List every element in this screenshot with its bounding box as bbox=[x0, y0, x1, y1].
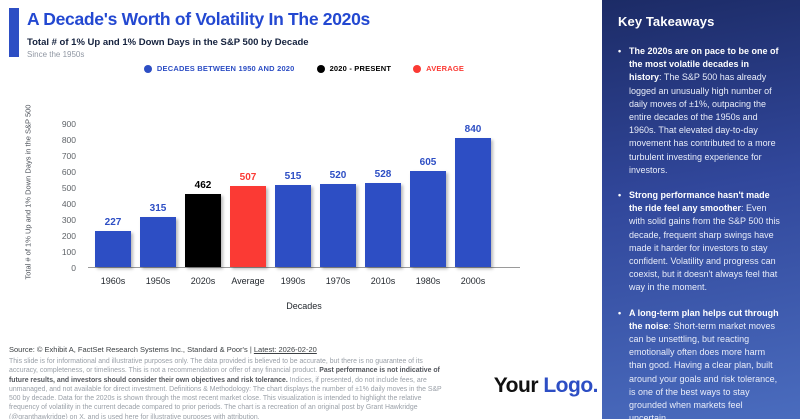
bar-value-label: 462 bbox=[194, 179, 212, 191]
bar-value-label: 840 bbox=[464, 124, 482, 135]
chart-legend: DECADES BETWEEN 1950 AND 2020 2020 - PRES… bbox=[88, 64, 520, 73]
bar-column-2010s: 528 bbox=[365, 124, 401, 267]
legend-label: DECADES BETWEEN 1950 AND 2020 bbox=[156, 64, 295, 73]
y-axis-tick-label: 100 bbox=[61, 247, 76, 258]
legend-item: 2020 - PRESENT bbox=[316, 64, 392, 73]
takeaway-item: Strong performance hasn't made the ride … bbox=[618, 189, 784, 295]
legend-item: AVERAGE bbox=[413, 64, 464, 73]
logo-text-dark: Your bbox=[493, 374, 539, 397]
x-axis-category-label: 1980s bbox=[415, 276, 441, 286]
disclaimer-bold: Past performance is not indicative of fu… bbox=[9, 367, 440, 384]
bar-column-2000s: 840 bbox=[455, 124, 491, 267]
takeaway-item: The 2020s are on pace to be one of the m… bbox=[618, 45, 784, 177]
legend-dot-icon bbox=[413, 64, 422, 73]
bar-column-1970s: 520 bbox=[320, 124, 356, 267]
y-axis-tick-label: 300 bbox=[61, 215, 76, 226]
legend-dot-icon bbox=[316, 64, 325, 73]
x-axis-category-label: 1970s bbox=[325, 276, 351, 286]
chart-tagline: Since the 1950s bbox=[27, 50, 85, 59]
bar-value-label: 605 bbox=[419, 156, 437, 168]
bar-value-label: 507 bbox=[239, 172, 257, 184]
takeaway-body: : Short-term market moves can be unsettl… bbox=[629, 320, 778, 419]
y-axis-tick-label: 0 bbox=[71, 263, 76, 273]
x-axis-categories: 1960s 1950s 2020s Average 1990s 1970s 2010s 198… bbox=[88, 276, 520, 286]
bar-column-1950s: 315 bbox=[140, 124, 176, 267]
source-line: Source: © Exhibit A, FactSet Research Sy… bbox=[9, 345, 317, 354]
bar-column-1960s: 227 bbox=[95, 124, 131, 267]
latest-date-link[interactable]: Latest: 2026-02-20 bbox=[253, 345, 317, 354]
y-axis-tick-label: 700 bbox=[61, 151, 76, 161]
x-axis-category-label: 1960s bbox=[100, 276, 126, 286]
bar-chart-plot-area: 227 315 462 507 515 520 528 605 840 bbox=[88, 124, 520, 268]
y-axis-tick-label: 500 bbox=[61, 183, 76, 193]
bar-column-2020s: 462 bbox=[185, 124, 221, 267]
title-accent-bar bbox=[9, 8, 19, 57]
logo-text-blue: Logo. bbox=[543, 374, 598, 397]
bar-1980s bbox=[410, 170, 446, 267]
y-axis-tick-label: 200 bbox=[61, 231, 76, 242]
bar-column-1980s: 605 bbox=[410, 124, 446, 267]
y-axis-tick-label: 900 bbox=[61, 119, 76, 129]
x-axis-category-label: 2020s bbox=[190, 276, 216, 286]
legend-label: AVERAGE bbox=[426, 64, 465, 73]
takeaways-list: The 2020s are on pace to be one of the m… bbox=[618, 45, 784, 419]
x-axis-title: Decades bbox=[286, 301, 322, 311]
takeaway-bold-lead: The 2020s are on pace to be one of the m… bbox=[629, 46, 779, 83]
bar-2000s bbox=[455, 138, 491, 267]
bar-1970s bbox=[320, 184, 356, 267]
takeaway-body: : The S&P 500 has already logged an unus… bbox=[629, 72, 776, 175]
takeaway-bold-lead: A long-term plan helps cut through the n… bbox=[629, 307, 779, 331]
bar-value-label: 315 bbox=[149, 202, 167, 214]
takeaway-body: : Even with solid gains from the S&P 500… bbox=[629, 203, 780, 293]
disclaimer-part-1: This slide is for informational and illu… bbox=[9, 358, 423, 375]
source-text: Source: © Exhibit A, FactSet Research Sy… bbox=[9, 345, 254, 354]
bar-2010s bbox=[365, 183, 401, 267]
y-axis-ticks: 0 100 200 300 400 500 600 700 800 900 bbox=[44, 119, 76, 273]
y-axis-tick-label: 600 bbox=[61, 167, 76, 178]
chart-subtitle: Total # of 1% Up and 1% Down Days in the… bbox=[27, 37, 309, 48]
bar-value-label: 528 bbox=[374, 169, 392, 181]
key-takeaways-panel: Key Takeaways The 2020s are on pace to b… bbox=[602, 0, 800, 419]
bar-value-label: 515 bbox=[284, 171, 302, 183]
brand-logo: Your Logo. bbox=[460, 374, 599, 398]
bar-2020s bbox=[185, 193, 221, 267]
bar-Average bbox=[230, 186, 266, 267]
legend-label: 2020 - PRESENT bbox=[329, 64, 392, 73]
bar-1960s bbox=[95, 230, 131, 267]
disclaimer-text: This slide is for informational and illu… bbox=[9, 357, 453, 419]
sidebar-heading: Key Takeaways bbox=[618, 14, 715, 29]
x-axis-category-label: 2010s bbox=[370, 276, 396, 286]
page-title: A Decade's Worth of Volatility In The 20… bbox=[27, 9, 370, 29]
x-axis-category-label: Average bbox=[231, 276, 265, 286]
disclaimer-part-2: Indices, if presented, do not include fe… bbox=[9, 376, 442, 419]
bar-1950s bbox=[140, 216, 176, 267]
bar-column-1990s: 515 bbox=[275, 124, 311, 267]
bar-1990s bbox=[275, 185, 311, 267]
bar-value-label: 227 bbox=[104, 216, 122, 228]
x-axis-category-label: 1950s bbox=[145, 276, 171, 286]
x-axis-category-label: 1990s bbox=[280, 276, 306, 286]
takeaway-item: A long-term plan helps cut through the n… bbox=[618, 307, 784, 419]
y-axis-tick-label: 800 bbox=[61, 135, 76, 146]
y-axis-tick-label: 400 bbox=[61, 199, 76, 210]
legend-item: DECADES BETWEEN 1950 AND 2020 bbox=[143, 64, 295, 73]
takeaway-bold-lead: Strong performance hasn't made the ride … bbox=[629, 190, 770, 214]
legend-dot-icon bbox=[143, 64, 152, 73]
y-axis-title: Total # of 1% Up and 1% Down Days in the… bbox=[23, 104, 33, 280]
bar-value-label: 520 bbox=[329, 170, 347, 182]
x-axis-category-label: 2000s bbox=[460, 276, 486, 286]
bar-column-Average: 507 bbox=[230, 124, 266, 267]
